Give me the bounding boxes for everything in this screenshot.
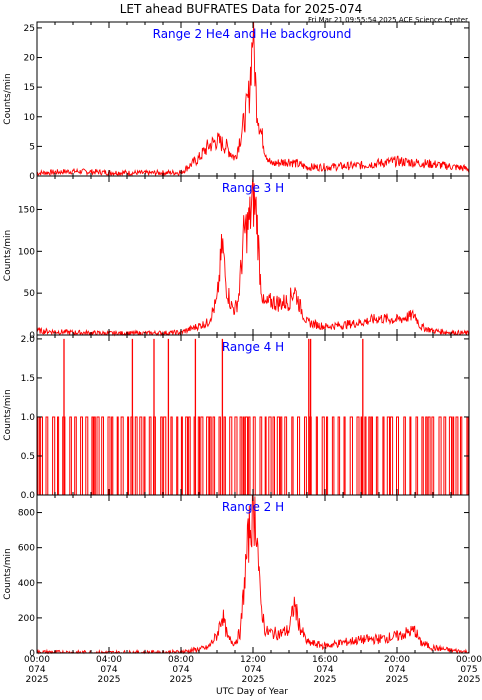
y-tick-label: 800 — [18, 509, 35, 519]
y-tick-label: 0.5 — [21, 452, 35, 462]
series-line — [36, 21, 470, 177]
x-tick-label: 12:00 — [240, 655, 266, 665]
y-tick-label: 0 — [29, 331, 35, 341]
y-tick-label: 20 — [24, 54, 36, 64]
y-tick-label: 25 — [24, 24, 35, 34]
x-tick-label: 2025 — [170, 675, 193, 685]
y-tick-label: 100 — [18, 247, 35, 257]
x-tick-label: 2025 — [26, 675, 49, 685]
x-tick-label: 074 — [388, 665, 405, 675]
series-line — [37, 416, 469, 496]
x-tick-label: 00:00 — [456, 655, 482, 665]
panel-4: 0 200 400 600 800 Counts/min Range 2 H — [3, 494, 470, 659]
y-tick-label: 1.0 — [21, 413, 36, 423]
panel-3: 0.0 0.5 1.0 1.5 2.0 Counts/min Range 4 H — [3, 334, 470, 501]
x-tick-label: 20:00 — [384, 655, 410, 665]
x-tick-label: 2025 — [98, 675, 121, 685]
x-tick-label: 2025 — [458, 675, 481, 685]
x-tick-label: 074 — [100, 665, 117, 675]
x-tick-label: 075 — [460, 665, 477, 675]
y-axis-label: Counts/min — [3, 548, 13, 599]
panel-title: Range 3 H — [222, 181, 284, 195]
x-tick-label: 2025 — [314, 675, 337, 685]
series-line — [36, 494, 470, 655]
y-tick-label: 50 — [24, 289, 36, 299]
y-tick-label: 15 — [24, 83, 35, 93]
panel-title: Range 2 He4 and He background — [153, 27, 352, 41]
y-tick-label: 10 — [24, 113, 36, 123]
y-tick-label: 400 — [18, 579, 35, 589]
panel-1: 0 5 10 15 20 25 Counts/min Range 2 He4 and He b… — [3, 21, 470, 182]
series-line — [36, 175, 470, 337]
y-axis-label: Counts/min — [3, 389, 13, 440]
panel-title: Range 2 H — [222, 500, 284, 514]
y-tick-label: 0.0 — [21, 491, 36, 501]
y-tick-label: 5 — [29, 142, 35, 152]
figure-title: LET ahead BUFRATES Data for 2025-074 — [120, 2, 362, 16]
x-tick-label: 074 — [172, 665, 189, 675]
x-axis-label: UTC Day of Year — [216, 687, 288, 697]
x-tick-label: 00:00 — [24, 655, 50, 665]
y-tick-label: 0 — [29, 172, 35, 182]
panel-2: 0 50 100 150 Counts/min Range 3 H — [3, 175, 470, 341]
y-tick-label: 150 — [18, 205, 35, 215]
x-tick-label: 074 — [244, 665, 261, 675]
y-tick-label: 600 — [18, 544, 35, 554]
y-axis-label: Counts/min — [3, 230, 13, 281]
x-tick-label: 074 — [316, 665, 333, 675]
panel-title: Range 4 H — [222, 340, 284, 354]
x-tick-label: 074 — [28, 665, 45, 675]
y-axis-label: Counts/min — [3, 73, 13, 124]
x-tick-label: 2025 — [242, 675, 265, 685]
y-tick-label: 2.0 — [21, 335, 36, 345]
x-tick-label: 2025 — [386, 675, 409, 685]
plot-frame — [36, 494, 470, 654]
x-tick-label: 16:00 — [312, 655, 338, 665]
x-tick-label: 08:00 — [168, 655, 194, 665]
y-tick-label: 1.5 — [21, 374, 35, 384]
y-tick-label: 200 — [18, 614, 35, 624]
y-tick-label: 0 — [29, 649, 35, 659]
x-tick-label: 04:00 — [96, 655, 122, 665]
timestamp: Fri Mar 21 09:55:54 2025 ACE Science Cen… — [308, 16, 468, 24]
